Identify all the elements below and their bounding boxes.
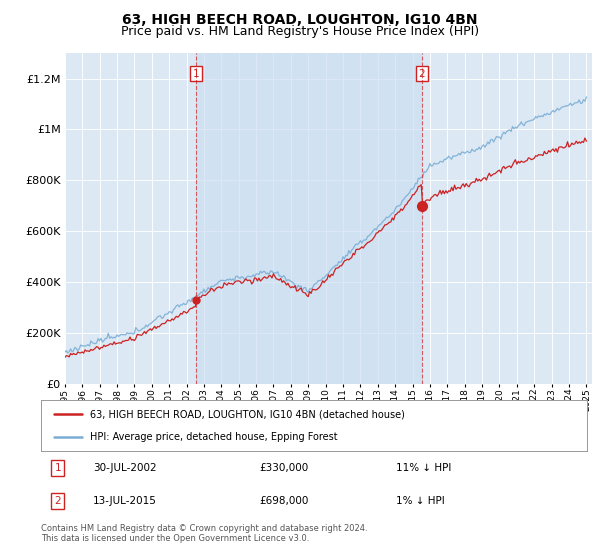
Text: 11% ↓ HPI: 11% ↓ HPI xyxy=(396,463,451,473)
Text: HPI: Average price, detached house, Epping Forest: HPI: Average price, detached house, Eppi… xyxy=(90,432,338,442)
Text: Price paid vs. HM Land Registry's House Price Index (HPI): Price paid vs. HM Land Registry's House … xyxy=(121,25,479,38)
Bar xyxy=(196,53,422,384)
Text: 30-JUL-2002: 30-JUL-2002 xyxy=(92,463,156,473)
Text: 63, HIGH BEECH ROAD, LOUGHTON, IG10 4BN (detached house): 63, HIGH BEECH ROAD, LOUGHTON, IG10 4BN … xyxy=(90,409,405,419)
Text: 1: 1 xyxy=(193,68,200,78)
Text: 1% ↓ HPI: 1% ↓ HPI xyxy=(396,496,445,506)
Text: £698,000: £698,000 xyxy=(259,496,308,506)
Text: 2: 2 xyxy=(418,68,425,78)
Text: 2: 2 xyxy=(55,496,61,506)
Text: Contains HM Land Registry data © Crown copyright and database right 2024.
This d: Contains HM Land Registry data © Crown c… xyxy=(41,524,367,543)
Text: 1: 1 xyxy=(55,463,61,473)
Text: 63, HIGH BEECH ROAD, LOUGHTON, IG10 4BN: 63, HIGH BEECH ROAD, LOUGHTON, IG10 4BN xyxy=(122,13,478,27)
Text: £330,000: £330,000 xyxy=(259,463,308,473)
Text: 13-JUL-2015: 13-JUL-2015 xyxy=(92,496,157,506)
